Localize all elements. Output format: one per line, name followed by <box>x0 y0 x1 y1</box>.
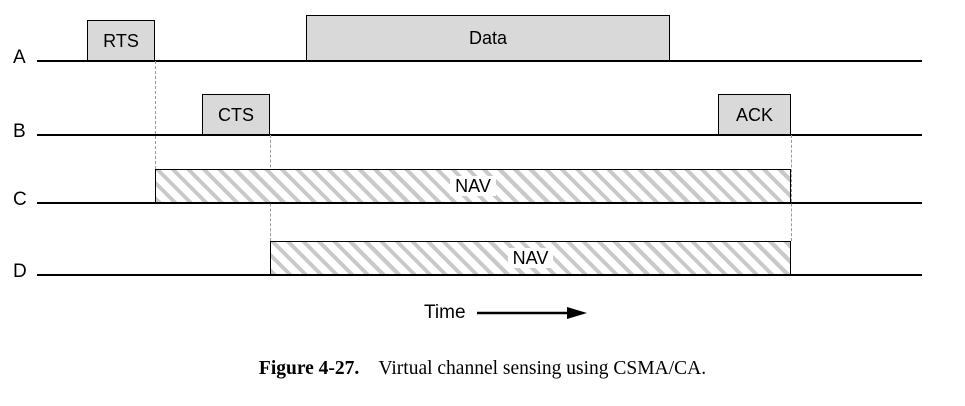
station-label-c: C <box>13 189 27 210</box>
guide-line-ack-end <box>791 135 792 241</box>
frame-box-cts[interactable]: CTS <box>202 94 270 135</box>
time-axis-label: Time <box>424 302 466 323</box>
station-label-a: A <box>13 47 26 68</box>
frame-label-ack: ACK <box>735 104 773 125</box>
station-label-b: B <box>13 121 26 142</box>
time-axis: Time <box>424 303 587 322</box>
nav-bar-d[interactable]: NAV <box>270 241 791 275</box>
arrow-right-icon <box>476 305 587 321</box>
frame-label-rts: RTS <box>103 30 139 51</box>
timeline-axis-b <box>37 134 922 136</box>
frame-label-data: Data <box>468 28 508 48</box>
figure-caption-text: Virtual channel sensing using CSMA/CA. <box>378 358 707 379</box>
timeline-axis-c <box>37 202 922 204</box>
timeline-axis-d <box>37 274 922 276</box>
nav-label-d: NAV <box>507 248 554 268</box>
frame-box-rts[interactable]: RTS <box>87 20 155 61</box>
station-label-d: D <box>13 261 27 282</box>
figure-caption: Figure 4-27. Virtual channel sensing usi… <box>0 358 965 380</box>
frame-label-cts: CTS <box>218 104 254 125</box>
nav-label-c: NAV <box>450 176 496 196</box>
timeline-axis-a <box>37 60 922 62</box>
frame-box-data[interactable]: Data <box>306 15 670 61</box>
frame-box-ack[interactable]: ACK <box>718 94 791 135</box>
guide-line-rts-end <box>155 61 156 169</box>
figure-caption-number: Figure 4-27. <box>258 358 360 379</box>
nav-bar-c[interactable]: NAV <box>155 169 791 203</box>
